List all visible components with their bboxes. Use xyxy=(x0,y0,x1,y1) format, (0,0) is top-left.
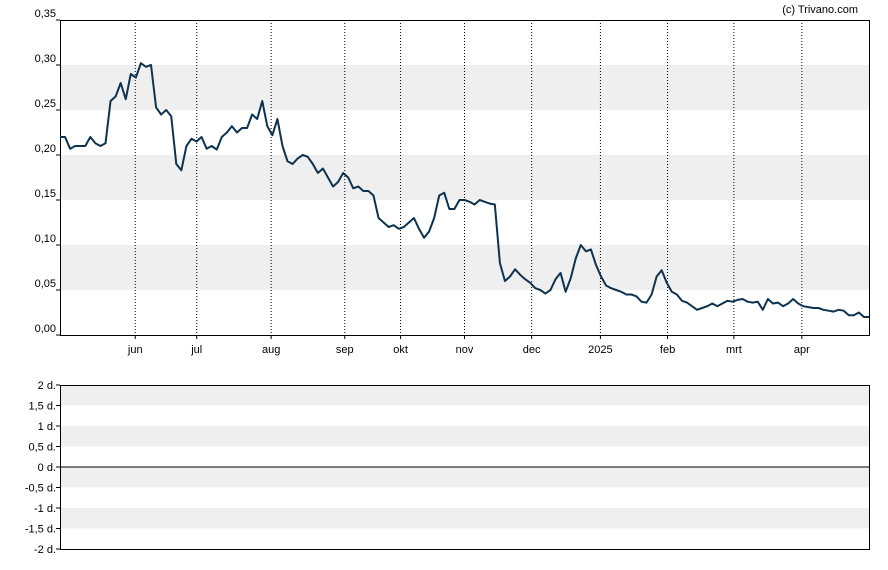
credit-label: (c) Trivano.com xyxy=(782,4,858,16)
top-chart-band xyxy=(60,65,869,110)
y-tick-label: 0,20 xyxy=(35,143,56,155)
y-tick-label: 0,30 xyxy=(35,53,56,65)
bottom-chart-band xyxy=(60,508,869,529)
price-series-line xyxy=(60,62,869,318)
y-tick-label: -1,5 d. xyxy=(25,524,56,536)
x-tick-label: 2025 xyxy=(588,344,612,356)
y-tick-label: 0,35 xyxy=(35,8,56,20)
x-tick-label: jul xyxy=(190,344,202,356)
y-tick-label: 0,25 xyxy=(35,98,56,110)
y-tick-label: -2 d. xyxy=(34,544,56,556)
x-tick-label: nov xyxy=(456,344,474,356)
y-tick-label: 0 d. xyxy=(38,462,56,474)
x-tick-label: dec xyxy=(523,344,541,356)
x-tick-label: feb xyxy=(660,344,675,356)
y-tick-label: 1,5 d. xyxy=(28,401,56,413)
bottom-chart-y-axis: 2 d. 1,5 d. 1 d. 0,5 d. 0 d. -0,5 d. -1 d. -1,5… xyxy=(25,380,60,556)
bottom-chart-bands xyxy=(60,385,869,529)
top-chart-bands xyxy=(60,65,869,290)
bottom-chart-band xyxy=(60,385,869,406)
bottom-chart-band xyxy=(60,467,869,488)
x-tick-label: jun xyxy=(127,344,143,356)
y-tick-label: -0,5 d. xyxy=(25,483,56,495)
y-tick-label: 0,00 xyxy=(35,323,56,335)
x-tick-label: apr xyxy=(794,344,810,356)
y-tick-label: 0,05 xyxy=(35,278,56,290)
y-tick-label: 0,5 d. xyxy=(28,442,56,454)
bottom-chart-band xyxy=(60,426,869,447)
y-tick-label: 0,10 xyxy=(35,233,56,245)
x-tick-label: aug xyxy=(262,344,280,356)
top-chart-y-axis: 0,00 0,05 0,10 0,15 0,20 0,25 0,30 0,35 xyxy=(35,8,60,336)
y-tick-label: 2 d. xyxy=(38,380,56,392)
x-tick-label: okt xyxy=(393,344,408,356)
y-tick-label: -1 d. xyxy=(34,503,56,515)
top-chart-band xyxy=(60,245,869,290)
top-chart-x-axis: jun jul aug sep okt nov dec 2025 feb mrt apr xyxy=(127,335,810,356)
y-tick-label: 0,15 xyxy=(35,188,56,200)
x-tick-label: sep xyxy=(336,344,354,356)
top-chart-band xyxy=(60,155,869,200)
x-tick-label: mrt xyxy=(726,344,742,356)
y-tick-label: 1 d. xyxy=(38,421,56,433)
